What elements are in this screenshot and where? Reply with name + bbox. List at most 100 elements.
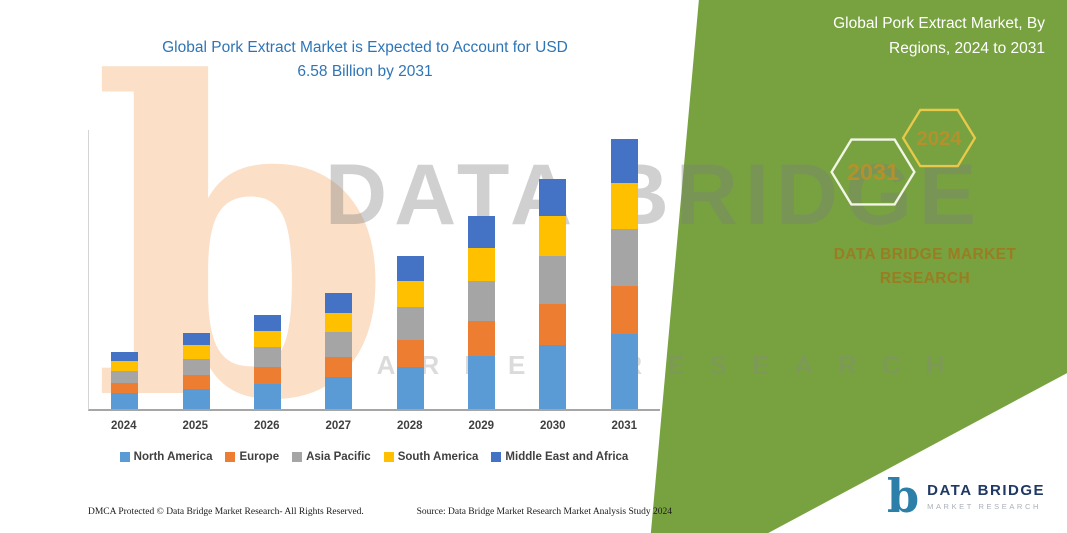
bar-segment-middle-east-and-africa [396, 255, 424, 281]
legend-swatch-europe [225, 452, 236, 462]
stacked-bar-2031 [610, 139, 638, 409]
bar-segment-north-america [468, 356, 496, 409]
legend-label-south-america: South America [397, 451, 479, 463]
stacked-bar-2028 [396, 255, 424, 409]
bar-column-2027 [303, 130, 374, 409]
bar-segment-asia-pacific [253, 347, 281, 367]
bar-segment-europe [253, 366, 281, 384]
hexagon-2031-badge: 2031 [830, 138, 916, 206]
legend-swatch-north-america [119, 452, 130, 462]
chart-title: Global Pork Extract Market is Expected t… [110, 36, 620, 84]
databridge-logo-icon: b [886, 468, 920, 523]
hexagon-2024-label: 2024 [916, 128, 962, 150]
bar-column-2029 [446, 130, 517, 409]
bar-segment-asia-pacific [396, 307, 424, 340]
bar-column-2031 [589, 130, 660, 409]
legend: North America Europe Asia Pacific South Ame… [78, 451, 670, 463]
bar-segment-europe [539, 304, 567, 346]
bar-segment-asia-pacific [610, 229, 638, 286]
stacked-bar-2024 [111, 351, 139, 409]
chart-title-line1: Global Pork Extract Market is Expected t… [162, 39, 568, 56]
stacked-bar-2027 [325, 293, 353, 409]
bars-row [89, 130, 660, 409]
bar-segment-europe [396, 339, 424, 368]
legend-item-south-america: South America [383, 451, 479, 463]
x-axis-label-2027: 2027 [325, 420, 352, 432]
bar-column-2030 [517, 130, 588, 409]
bar-segment-middle-east-and-africa [253, 315, 281, 332]
dmca-text: DMCA Protected © Data Bridge Market Rese… [88, 507, 364, 517]
bar-segment-south-america [539, 216, 567, 256]
stacked-bar-2026 [253, 315, 281, 409]
bar-segment-asia-pacific [182, 358, 210, 375]
x-axis-label-2030: 2030 [539, 420, 566, 432]
bar-segment-europe [182, 374, 210, 389]
logo-title: DATA BRIDGE [927, 481, 1045, 499]
bar-segment-south-america [468, 247, 496, 281]
bar-segment-europe [111, 383, 139, 394]
brand-line1: DATA BRIDGE MARKET [833, 246, 1017, 263]
x-axis-label-2029: 2029 [468, 420, 495, 432]
plot-area [88, 130, 660, 411]
brand-line2: RESEARCH [879, 270, 971, 288]
bar-column-2026 [232, 130, 303, 409]
x-axis-labels: 2024 2025 2026 2027 2028 2029 2030 2031 [88, 420, 660, 432]
footer: DMCA Protected © Data Bridge Market Rese… [88, 507, 672, 517]
legend-swatch-asia-pacific [292, 452, 303, 462]
bar-segment-north-america [610, 334, 638, 409]
source-text: Source: Data Bridge Market Research Mark… [416, 507, 672, 517]
legend-item-europe: Europe [225, 451, 279, 463]
bar-segment-middle-east-and-africa [111, 351, 139, 362]
bar-segment-europe [610, 285, 638, 335]
green-panel-title-line1: Global Pork Extract Market, By [833, 15, 1045, 32]
green-panel-title: Global Pork Extract Market, By Regions, … [765, 12, 1045, 62]
bar-segment-europe [325, 356, 353, 378]
databridge-logo: b DATA BRIDGE MARKET RESEARCH [886, 468, 1045, 523]
chart-title-line2: 6.58 Billion by 2031 [297, 63, 433, 81]
bar-segment-north-america [182, 388, 210, 409]
bar-column-2025 [160, 130, 231, 409]
bar-segment-north-america [253, 383, 281, 409]
bar-segment-south-america [325, 312, 353, 333]
bar-segment-south-america [182, 345, 210, 359]
green-panel-title-line2: Regions, 2024 to 2031 [889, 39, 1045, 57]
bar-segment-north-america [111, 393, 139, 409]
hexagon-2031-label: 2031 [847, 159, 899, 185]
x-axis-label-2026: 2026 [253, 420, 280, 432]
legend-item-asia-pacific: Asia Pacific [292, 451, 371, 463]
legend-swatch-middle-east-and-africa [491, 452, 502, 462]
legend-item-middle-east-and-africa: Middle East and Africa [491, 451, 628, 463]
x-axis-label-2024: 2024 [110, 420, 137, 432]
bar-segment-middle-east-and-africa [182, 332, 210, 346]
bar-segment-asia-pacific [539, 255, 567, 305]
legend-label-middle-east-and-africa: Middle East and Africa [505, 451, 629, 463]
bar-segment-north-america [539, 345, 567, 409]
bar-segment-north-america [325, 377, 353, 409]
bar-segment-europe [468, 321, 496, 357]
bar-segment-south-america [111, 361, 139, 371]
bar-segment-middle-east-and-africa [610, 139, 638, 184]
x-axis-label-2025: 2025 [182, 420, 209, 432]
hexagon-2031-outline [830, 138, 916, 206]
databridge-logo-text: DATA BRIDGE MARKET RESEARCH [927, 482, 1045, 511]
bar-segment-asia-pacific [325, 332, 353, 357]
bar-segment-asia-pacific [468, 280, 496, 322]
hexagon-2024-badge: 2024 [901, 108, 977, 168]
bar-segment-middle-east-and-africa [539, 178, 567, 217]
legend-label-europe: Europe [239, 451, 280, 463]
green-panel-brand-text: DATA BRIDGE MARKET RESEARCH [805, 243, 1045, 291]
logo-subtitle: MARKET RESEARCH [927, 501, 1041, 511]
bar-column-2028 [375, 130, 446, 409]
hexagon-2024-outline [901, 108, 977, 168]
x-axis-label-2031: 2031 [611, 420, 638, 432]
bar-segment-north-america [396, 367, 424, 409]
legend-label-asia-pacific: Asia Pacific [306, 451, 371, 463]
bar-segment-middle-east-and-africa [468, 216, 496, 248]
bar-segment-south-america [253, 331, 281, 348]
bar-segment-middle-east-and-africa [325, 293, 353, 313]
stacked-bar-2030 [539, 178, 567, 409]
x-axis-label-2028: 2028 [396, 420, 423, 432]
legend-item-north-america: North America [119, 451, 212, 463]
stacked-bar-2029 [468, 216, 496, 409]
